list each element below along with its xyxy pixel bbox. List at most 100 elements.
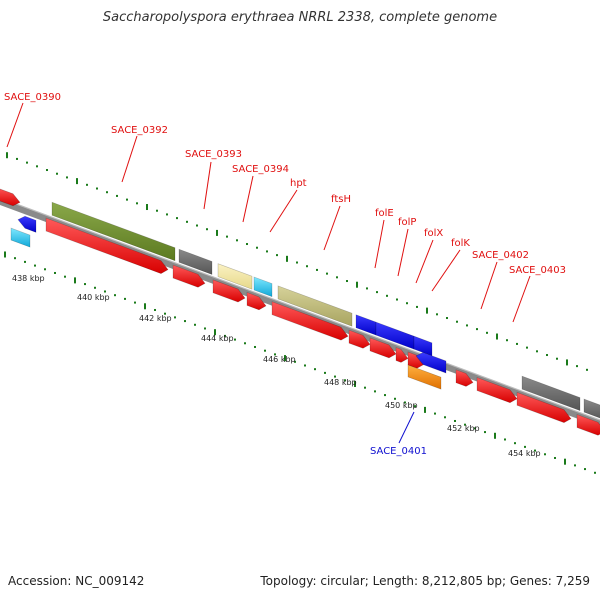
lower-tick-dot (64, 275, 66, 278)
lower-tick-dot (544, 453, 546, 456)
lower-tick-dot (454, 419, 456, 422)
upper-tick-dot (156, 209, 158, 212)
lower-tick-dot (264, 349, 266, 352)
upper-tick-dot (86, 183, 88, 186)
upper-tick-dot (256, 246, 258, 249)
lower-tick-dot (354, 380, 356, 387)
map-title: Saccharopolyspora erythraea NRRL 2338, c… (102, 10, 498, 25)
kbp-label-446: 446 kbp (263, 355, 296, 364)
lower-tick-dot (204, 327, 206, 330)
lower-tick-dot (434, 412, 436, 415)
upper-tick-dot (306, 265, 308, 268)
lower-tick-dot (384, 394, 386, 397)
gene-label-sace-0390: SACE_0390 (4, 92, 61, 103)
upper-tick-dot (216, 229, 218, 236)
lower-tick-dot (224, 334, 226, 337)
upper-tick-dot (366, 287, 368, 290)
gene-blue-438 (17, 215, 37, 233)
upper-tick-dot (6, 152, 8, 159)
gene-label-sace-0393: SACE_0393 (185, 149, 242, 160)
upper-tick-dot (46, 169, 48, 172)
upper-tick-dot (76, 178, 78, 185)
lower-tick-dot (464, 423, 466, 426)
lower-tick-dot (44, 268, 46, 271)
gene-label-folp: folP (398, 217, 416, 228)
gene-red-445 (271, 301, 349, 341)
kbp-labels: 438 kbp 440 kbp 442 kbp 444 kbp 446 kbp … (12, 274, 541, 458)
lower-tick-dot (94, 286, 96, 289)
lower-tick-dot (494, 432, 496, 439)
gene-sace-0394 (217, 263, 253, 290)
lower-tick-dot (534, 449, 536, 452)
kbp-label-450: 450 kbp (385, 401, 418, 410)
gene-label-fole: folE (375, 208, 394, 219)
upper-tick-dot (146, 204, 148, 211)
gene-features (0, 188, 600, 436)
gene-label-sace-0394: SACE_0394 (232, 164, 289, 175)
upper-tick-dot (426, 307, 428, 314)
upper-tick-dot (456, 320, 458, 323)
upper-tick-dot (416, 305, 418, 308)
gene-red-453 (516, 391, 572, 424)
upper-tick-dot (586, 368, 588, 371)
lower-tick-dot (394, 397, 396, 400)
upper-tick-dot (36, 165, 38, 168)
lower-tick-dot (524, 445, 526, 448)
kbp-label-442: 442 kbp (139, 314, 172, 323)
lower-tick-dot (14, 257, 16, 260)
gene-hpt (253, 276, 273, 298)
upper-tick-dot (516, 342, 518, 345)
kbp-label-444: 444 kbp (201, 334, 234, 343)
gene-label-sace-0403: SACE_0403 (509, 265, 566, 276)
lower-tick-dot (304, 364, 306, 367)
gene-red-454 (576, 414, 600, 436)
upper-tick-dot (436, 313, 438, 316)
upper-tick-dot (506, 339, 508, 342)
upper-tick-dot (336, 276, 338, 279)
upper-tick-dot (26, 161, 28, 164)
lower-tick-dot (144, 303, 146, 310)
lower-tick-dot (54, 271, 56, 274)
upper-tick-dot (136, 202, 138, 205)
upper-tick-dot (296, 261, 298, 264)
gene-red-448 (369, 337, 397, 359)
upper-tick-dot (176, 217, 178, 220)
lower-tick-dot (344, 379, 346, 382)
lower-tick-dot (334, 375, 336, 378)
lower-tick-dot (504, 438, 506, 441)
gene-red-443 (212, 279, 246, 303)
upper-tick-dot (486, 331, 488, 334)
upper-tick-dot (526, 346, 528, 349)
upper-tick-dot (236, 239, 238, 242)
upper-tick-dot (536, 350, 538, 353)
upper-tick-dot (66, 176, 68, 179)
gene-label-hpt: hpt (290, 178, 307, 189)
lower-tick-dot (254, 345, 256, 348)
upper-tick-dot (166, 213, 168, 216)
upper-tick-dot (96, 187, 98, 190)
upper-tick-dot (316, 268, 318, 271)
gene-labels: SACE_0390 SACE_0392 SACE_0393 SACE_0394 … (4, 92, 566, 457)
gene-sace-0390 (0, 188, 21, 207)
lower-tick-dot (324, 371, 326, 374)
gene-label-ftsh: ftsH (331, 194, 351, 205)
lower-tick-dot (114, 294, 116, 297)
lower-tick-dot (244, 342, 246, 345)
upper-tick-track (6, 152, 588, 371)
upper-tick-dot (556, 357, 558, 360)
lower-tick-dot (234, 338, 236, 341)
lower-tick-dot (124, 297, 126, 300)
gene-cyan-438 (10, 227, 31, 248)
lower-tick-dot (24, 260, 26, 263)
gene-folx (413, 335, 433, 357)
upper-tick-dot (116, 194, 118, 197)
upper-tick-dot (406, 302, 408, 305)
lower-tick-dot (424, 406, 426, 413)
upper-tick-dot (446, 317, 448, 320)
gene-sace-0402 (476, 377, 518, 404)
kbp-label-448: 448 kbp (324, 378, 357, 387)
lower-tick-dot (564, 458, 566, 465)
lower-tick-dot (84, 283, 86, 286)
gene-sace-0392 (51, 201, 176, 262)
